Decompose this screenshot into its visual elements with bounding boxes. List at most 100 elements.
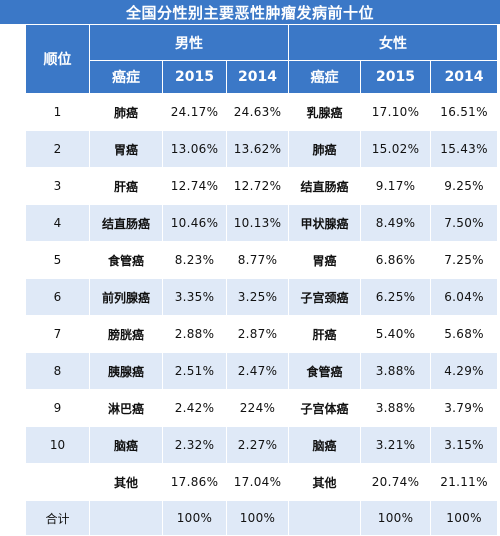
header-rank: 顺位: [25, 24, 90, 94]
rank-cell: 合计: [25, 500, 90, 536]
male-cancer-name: 食管癌: [89, 241, 163, 279]
male-2014-value: 10.13%: [225, 204, 290, 242]
male-2015-value: 24.17%: [162, 93, 227, 131]
female-2014-value: 6.04%: [430, 278, 499, 316]
male-2015-value: 2.32%: [162, 426, 227, 464]
male-2014-value: 13.62%: [225, 130, 290, 168]
female-2014-value: 5.68%: [430, 315, 499, 353]
table-body: 1 肺癌 24.17% 24.63% 乳腺癌 17.10% 16.51% 2 胃癌 13.06% 1…: [25, 93, 499, 536]
header-female-2014: 2014: [430, 60, 499, 94]
female-2015-value: 6.86%: [360, 241, 432, 279]
female-2015-value: 8.49%: [360, 204, 432, 242]
rank-cell: 3: [25, 167, 90, 205]
female-cancer-name: 子宫颈癌: [288, 278, 362, 316]
female-cancer-name: 肺癌: [288, 130, 362, 168]
male-2014-value: 2.47%: [225, 352, 290, 390]
header-male: 男性: [88, 24, 290, 61]
female-2015-value: 3.21%: [360, 426, 432, 464]
table-row: 其他 17.86% 17.04% 其他 20.74% 21.11%: [25, 463, 499, 501]
rank-cell: 2: [25, 130, 90, 168]
female-2015-value: 100%: [360, 500, 432, 536]
table-row: 2 胃癌 13.06% 13.62% 肺癌 15.02% 15.43%: [25, 130, 499, 168]
male-2015-value: 2.51%: [162, 352, 227, 390]
cancer-incidence-table: 顺位 男性 女性 癌症 2015 2014 癌症 2015 2014 1 肺癌 24…: [25, 24, 499, 536]
female-2014-value: 3.79%: [430, 389, 499, 427]
female-2014-value: 9.25%: [430, 167, 499, 205]
male-2015-value: 13.06%: [162, 130, 227, 168]
male-2015-value: 2.42%: [162, 389, 227, 427]
female-2015-value: 3.88%: [360, 389, 432, 427]
header-female-2015: 2015: [360, 60, 432, 94]
male-2014-value: 100%: [225, 500, 290, 536]
table-row: 10 脑癌 2.32% 2.27% 脑癌 3.21% 3.15%: [25, 426, 499, 464]
male-2014-value: 8.77%: [225, 241, 290, 279]
male-cancer-name: 淋巴癌: [89, 389, 163, 427]
header-female: 女性: [288, 24, 499, 61]
male-cancer-name: 胰腺癌: [89, 352, 163, 390]
male-cancer-name: 前列腺癌: [89, 278, 163, 316]
table-row: 8 胰腺癌 2.51% 2.47% 食管癌 3.88% 4.29%: [25, 352, 499, 390]
female-2015-value: 15.02%: [360, 130, 432, 168]
female-2014-value: 21.11%: [430, 463, 499, 501]
rank-cell: 7: [25, 315, 90, 353]
female-2015-value: 6.25%: [360, 278, 432, 316]
female-2014-value: 15.43%: [430, 130, 499, 168]
male-2014-value: 2.87%: [225, 315, 290, 353]
female-cancer-name: 脑癌: [288, 426, 362, 464]
table-row: 6 前列腺癌 3.35% 3.25% 子宫颈癌 6.25% 6.04%: [25, 278, 499, 316]
female-2015-value: 5.40%: [360, 315, 432, 353]
table-row: 4 结直肠癌 10.46% 10.13% 甲状腺癌 8.49% 7.50%: [25, 204, 499, 242]
male-2014-value: 17.04%: [225, 463, 290, 501]
female-2014-value: 100%: [430, 500, 499, 536]
rank-cell: 8: [25, 352, 90, 390]
female-cancer-name: 食管癌: [288, 352, 362, 390]
male-cancer-name: 其他: [89, 463, 163, 501]
header-male-cancer: 癌症: [89, 60, 163, 94]
header-male-2015: 2015: [162, 60, 227, 94]
male-cancer-name: 脑癌: [89, 426, 163, 464]
female-2014-value: 7.50%: [430, 204, 499, 242]
table-row: 9 淋巴癌 2.42% 224% 子宫体癌 3.88% 3.79%: [25, 389, 499, 427]
female-2014-value: 4.29%: [430, 352, 499, 390]
female-cancer-name: 乳腺癌: [288, 93, 362, 131]
rank-cell: 1: [25, 93, 90, 131]
table-row: 3 肝癌 12.74% 12.72% 结直肠癌 9.17% 9.25%: [25, 167, 499, 205]
female-2014-value: 7.25%: [430, 241, 499, 279]
male-cancer-name: 结直肠癌: [89, 204, 163, 242]
female-cancer-name: 胃癌: [288, 241, 362, 279]
table-title: 全国分性别主要恶性肿瘤发病前十位: [0, 0, 500, 24]
rank-cell: 4: [25, 204, 90, 242]
male-2015-value: 8.23%: [162, 241, 227, 279]
header-female-cancer: 癌症: [288, 60, 362, 94]
female-2015-value: 17.10%: [360, 93, 432, 131]
female-cancer-name: 结直肠癌: [288, 167, 362, 205]
female-cancer-name: [288, 500, 362, 536]
female-cancer-name: 其他: [288, 463, 362, 501]
female-2015-value: 3.88%: [360, 352, 432, 390]
male-2014-value: 224%: [225, 389, 290, 427]
female-2015-value: 20.74%: [360, 463, 432, 501]
male-cancer-name: [89, 500, 163, 536]
male-2015-value: 12.74%: [162, 167, 227, 205]
female-cancer-name: 子宫体癌: [288, 389, 362, 427]
female-cancer-name: 甲状腺癌: [288, 204, 362, 242]
male-cancer-name: 胃癌: [89, 130, 163, 168]
female-2014-value: 3.15%: [430, 426, 499, 464]
table-row: 5 食管癌 8.23% 8.77% 胃癌 6.86% 7.25%: [25, 241, 499, 279]
male-2015-value: 2.88%: [162, 315, 227, 353]
table-row: 1 肺癌 24.17% 24.63% 乳腺癌 17.10% 16.51%: [25, 93, 499, 131]
rank-cell: 5: [25, 241, 90, 279]
male-2014-value: 24.63%: [225, 93, 290, 131]
male-2015-value: 17.86%: [162, 463, 227, 501]
rank-cell: [25, 463, 90, 501]
rank-cell: 10: [25, 426, 90, 464]
male-cancer-name: 肺癌: [89, 93, 163, 131]
female-2015-value: 9.17%: [360, 167, 432, 205]
male-cancer-name: 肝癌: [89, 167, 163, 205]
rank-cell: 9: [25, 389, 90, 427]
female-2014-value: 16.51%: [430, 93, 499, 131]
male-2015-value: 100%: [162, 500, 227, 536]
rank-cell: 6: [25, 278, 90, 316]
male-2015-value: 10.46%: [162, 204, 227, 242]
header-male-2014: 2014: [225, 60, 290, 94]
